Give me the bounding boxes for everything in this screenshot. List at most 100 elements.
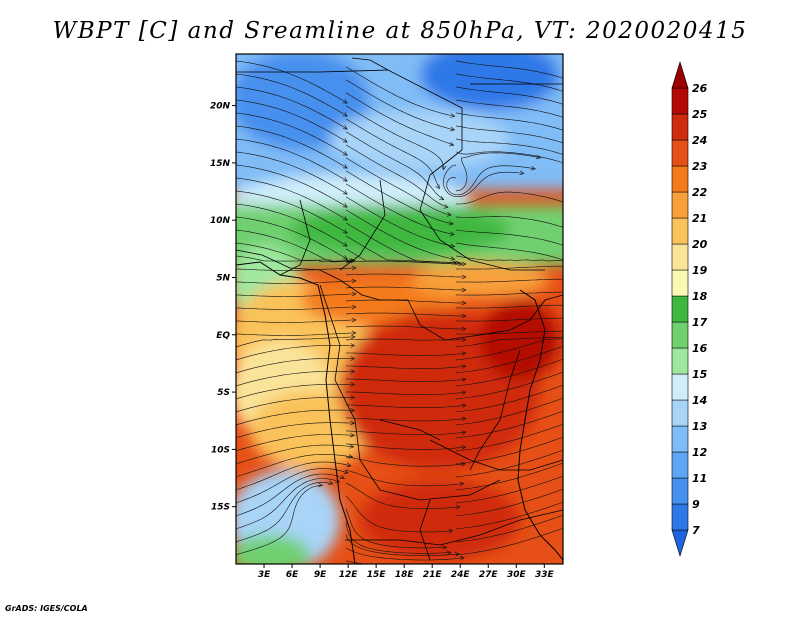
lon-tick-label: 21E [423, 570, 443, 580]
streamline [455, 397, 563, 426]
streamline [236, 444, 354, 465]
colorbar-label: 7 [692, 524, 700, 537]
streamline-arrow [448, 221, 454, 226]
streamline [455, 423, 563, 452]
colorbar-label: 17 [692, 316, 708, 329]
streamline [455, 345, 563, 374]
streamline [345, 105, 444, 170]
colorbar-label: 11 [692, 472, 707, 485]
streamline-arrow [461, 261, 467, 267]
streamline-arrow [519, 170, 525, 176]
streamline-arrow [530, 165, 536, 171]
streamline-arrow [342, 164, 348, 169]
streamline [236, 336, 356, 348]
streamline-arrow [572, 316, 576, 320]
streamline [345, 482, 461, 509]
streamline [345, 286, 466, 291]
streamline-arrow [342, 151, 348, 156]
streamline-arrow [568, 512, 572, 516]
streamline [455, 99, 563, 118]
coastline [236, 261, 563, 564]
streamline [455, 527, 563, 556]
streamline-arrow [350, 408, 356, 413]
colorbar-label: 9 [692, 498, 700, 511]
streamline [345, 495, 453, 533]
streamline-arrow [351, 278, 357, 284]
streamline [236, 216, 348, 260]
lon-tick-label: 12E [339, 570, 359, 580]
colorbar-swatch [671, 399, 689, 427]
colorbar-swatch [671, 139, 689, 167]
map-frame [235, 53, 564, 565]
colorbar-label: 22 [692, 186, 708, 199]
colorbar-swatch [671, 373, 689, 401]
streamline [236, 485, 323, 556]
streamline [455, 112, 563, 131]
streamline-arrow [568, 202, 572, 206]
streamline-arrow [342, 242, 348, 247]
streamline-arrow [568, 460, 572, 464]
colorbar-label: 24 [692, 134, 707, 147]
streamline [345, 273, 466, 278]
streamline [345, 170, 454, 225]
streamline-arrow [572, 290, 576, 294]
streamline-arrow [350, 369, 356, 374]
streamline-arrow [348, 454, 354, 459]
streamline [345, 299, 466, 304]
colorbar-swatch [671, 60, 689, 89]
streamline [455, 138, 563, 155]
streamline [345, 378, 466, 382]
streamline-arrow [572, 264, 576, 268]
streamline [455, 242, 563, 261]
streamline [455, 330, 563, 335]
streamline-arrow [461, 430, 467, 435]
grads-footer: GrADS: IGES/COLA [5, 604, 88, 613]
streamline [236, 371, 355, 387]
streamline-arrow [461, 445, 467, 450]
streamline-arrow [351, 291, 357, 297]
streamline-arrow [446, 212, 452, 217]
streamline [236, 164, 348, 208]
streamline [455, 436, 563, 465]
colorbar-swatch [671, 347, 689, 375]
streamline-arrow [569, 337, 573, 341]
streamline-arrow [461, 287, 467, 293]
streamlines [236, 60, 576, 564]
streamline-arrow [351, 304, 357, 310]
streamline-arrow [568, 525, 572, 529]
streamline-arrow [461, 390, 467, 395]
streamline [345, 79, 455, 131]
streamline-arrow [318, 482, 324, 488]
streamline-arrow [454, 552, 460, 557]
streamline [236, 267, 356, 271]
colorbar-label: 13 [692, 420, 708, 433]
streamline [345, 547, 465, 561]
colorbar-swatch [671, 295, 689, 323]
streamline-arrow [449, 141, 455, 147]
streamline-arrow [446, 550, 452, 555]
streamline [236, 280, 356, 284]
streamline [345, 469, 464, 487]
streamline-arrow [342, 138, 348, 143]
streamline-arrow [448, 528, 454, 534]
streamline-arrow [569, 155, 574, 159]
colorbar-swatch [671, 321, 689, 349]
streamline [345, 118, 440, 189]
streamline-arrow [569, 105, 573, 109]
streamline-arrow [461, 403, 467, 408]
streamline-arrow [350, 382, 356, 387]
lon-tick-label: 33E [535, 570, 555, 580]
streamline [455, 278, 563, 283]
streamline [455, 475, 563, 504]
streamline [345, 508, 447, 549]
colorbar-label: 23 [692, 160, 708, 173]
streamline [455, 255, 563, 262]
streamline [345, 365, 466, 369]
streamline [455, 514, 563, 543]
streamline-arrow [461, 326, 467, 332]
streamline [236, 203, 348, 247]
streamline [345, 131, 444, 200]
colorbar-swatch [671, 503, 689, 531]
